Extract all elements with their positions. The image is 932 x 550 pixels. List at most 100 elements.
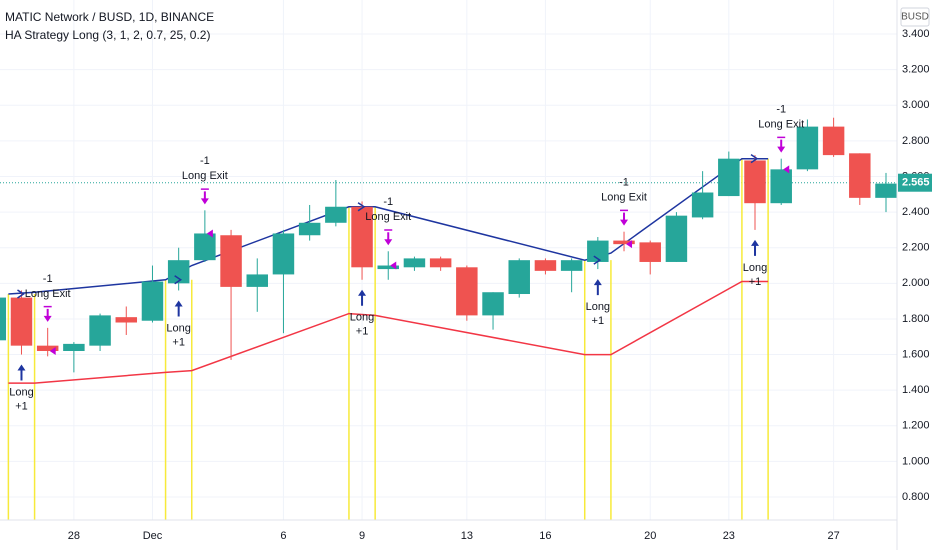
candle-body [167,260,190,284]
y-tick-label: 2.000 [902,277,930,289]
y-tick-label: 3.400 [902,28,930,40]
x-tick-label: Dec [143,530,163,542]
exit-marker [206,229,213,238]
candle-body [613,240,635,245]
candle-body [89,315,111,346]
y-tick-label: 1.000 [902,455,930,467]
y-tick-label: 1.200 [902,420,930,432]
candle-body [718,158,740,197]
candle-body [429,258,452,268]
exit-arrow [200,188,209,205]
entry-label: Long [350,312,374,324]
candle-body [115,317,138,323]
candle-body [508,260,530,295]
candle-body [325,206,347,223]
exit-label: Long Exit [25,288,71,300]
candle-body [456,267,478,316]
x-tick-label: 13 [461,530,473,542]
exit-qty: -1 [200,155,210,167]
candle-body [691,192,714,218]
candle-body [36,345,59,351]
exit-qty: -1 [776,104,786,116]
candle-body [272,233,295,275]
candle-body [377,265,399,270]
exit-marker [390,261,397,270]
entry-arrow [751,239,760,256]
candle-body [351,206,373,268]
entry-qty: +1 [592,315,605,327]
x-tick-label: 27 [827,530,839,542]
candle-body [220,235,242,287]
y-tick-label: 1.600 [902,348,930,360]
exit-qty: -1 [43,273,53,285]
candle-body [63,343,85,351]
plot-area: Long +1 Long +1 Long +1 Long +1 Long +1 Long Exit -… [0,104,897,520]
candle-body [770,169,792,204]
candle-body [141,281,164,321]
entry-qty: +1 [172,336,185,348]
candle-body [194,233,216,261]
candle-body [796,126,819,170]
exit-label: Long Exit [182,170,228,182]
candle-body [482,292,504,316]
last-price-label: 2.565 [902,177,930,189]
y-tick-label: 1.400 [902,384,930,396]
candle-body [403,258,426,268]
candle-body [298,222,321,236]
entry-marker [17,289,25,299]
entry-label: Long [743,262,767,274]
entry-label: Long [586,301,610,313]
x-tick-label: 6 [280,530,286,542]
entry-marker [174,275,183,285]
exit-arrow [384,229,393,246]
exit-arrow [43,305,52,322]
candle-body [10,297,33,346]
candle-body [665,215,688,262]
x-tick-label: 28 [68,530,80,542]
y-tick-label: 2.800 [902,135,930,147]
candle-body [849,153,871,198]
x-tick-label: 16 [539,530,551,542]
exit-arrow [777,136,786,153]
exit-label: Long Exit [365,211,411,223]
entry-arrow [358,289,367,306]
entry-qty: +1 [749,276,762,288]
exit-label: Long Exit [601,192,647,204]
candle-body [822,126,845,156]
entry-marker [357,202,366,212]
exit-arrow [620,209,629,226]
exit-qty: -1 [383,196,393,208]
entry-arrow [17,364,26,381]
candle-body [587,240,609,262]
x-tick-label: 9 [359,530,365,542]
x-tick-label: 20 [644,530,656,542]
candle-body [0,297,7,341]
entry-arrow [174,300,183,317]
axes: 0.800 1.000 1.200 1.400 1.600 1.800 2.000 2.200… [68,28,932,542]
currency-badge[interactable] [900,7,930,27]
y-tick-label: 3.200 [902,64,930,76]
exit-qty: -1 [619,177,629,189]
candle-body [875,183,897,198]
exit-marker [783,165,790,174]
x-tick-label: 23 [723,530,735,542]
candle-body [744,160,766,204]
chart-subtitle: HA Strategy Long (3, 1, 2, 0.7, 25, 0.2) [5,28,210,42]
entry-qty: +1 [15,400,28,412]
entry-label: Long [9,386,33,398]
entry-marker [593,255,602,265]
currency-label: BUSD [901,12,929,23]
exit-marker [626,240,633,249]
y-tick-label: 2.400 [902,206,930,218]
y-tick-label: 2.200 [902,242,930,254]
y-tick-label: 3.000 [902,99,930,111]
candle-body [639,242,661,262]
candle-body [560,260,583,271]
chart-title: MATIC Network / BUSD, 1D, BINANCE [5,10,214,24]
entry-marker [750,154,759,164]
last-price-badge [898,173,932,192]
exit-label: Long Exit [758,119,804,131]
candle-body [534,260,557,271]
